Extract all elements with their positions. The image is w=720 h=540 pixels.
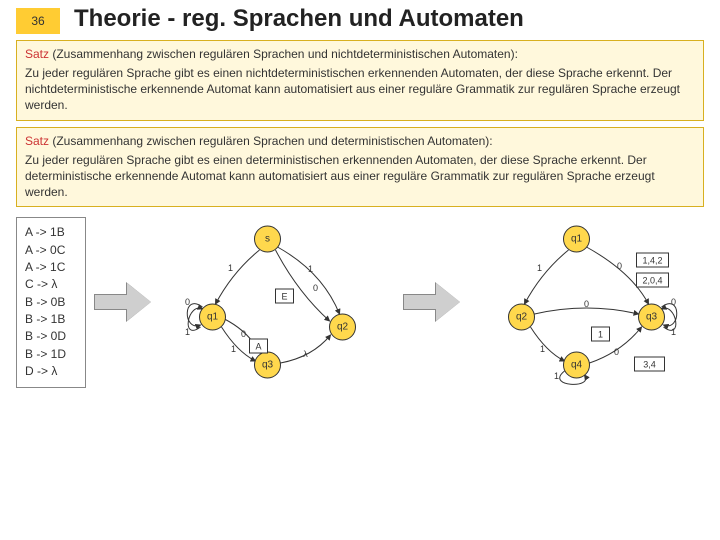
slide-title: Theorie - reg. Sprachen und Automaten (74, 5, 524, 33)
svg-text:0: 0 (313, 283, 318, 293)
svg-text:λ: λ (303, 349, 308, 359)
svg-text:1: 1 (598, 330, 603, 340)
slide-header: 36 Theorie - reg. Sprachen und Automaten (0, 0, 720, 34)
svg-text:1,4,2: 1,4,2 (642, 256, 662, 266)
svg-text:q3: q3 (262, 360, 274, 371)
theorem-1-heading: Satz (Zusammenhang zwischen regulären Sp… (25, 47, 695, 61)
svg-text:q4: q4 (571, 360, 583, 371)
theorem-1-label: Satz (25, 47, 49, 61)
svg-text:A: A (255, 342, 261, 352)
theorem-1-heading-rest: (Zusammenhang zwischen regulären Sprache… (49, 47, 518, 61)
svg-text:1: 1 (231, 344, 236, 354)
svg-text:1: 1 (671, 327, 676, 337)
svg-text:q3: q3 (646, 312, 658, 323)
theorem-2-heading: Satz (Zusammenhang zwischen regulären Sp… (25, 134, 695, 148)
svg-text:1: 1 (537, 263, 542, 273)
grammar-rule: D -> λ (25, 363, 77, 380)
grammar-rule: A -> 1C (25, 259, 77, 276)
diagram-row: A -> 1BA -> 0CA -> 1CC -> λB -> 0BB -> 1… (16, 217, 704, 388)
svg-text:s: s (265, 234, 270, 245)
svg-text:q2: q2 (516, 312, 528, 323)
grammar-rule: B -> 0D (25, 328, 77, 345)
svg-text:3,4: 3,4 (643, 360, 656, 370)
svg-text:0: 0 (671, 297, 676, 307)
svg-text:0: 0 (617, 261, 622, 271)
theorem-block-1: Satz (Zusammenhang zwischen regulären Sp… (16, 40, 704, 121)
arrow-right-icon (94, 283, 152, 321)
page-number-box: 36 (16, 8, 60, 34)
svg-text:2,0,4: 2,0,4 (642, 276, 662, 286)
theorem-2-heading-rest: (Zusammenhang zwischen regulären Sprache… (49, 134, 493, 148)
grammar-rules-box: A -> 1BA -> 0CA -> 1CC -> λB -> 0BB -> 1… (16, 217, 86, 388)
svg-text:1: 1 (308, 264, 313, 274)
grammar-rule: B -> 1D (25, 346, 77, 363)
svg-text:1: 1 (185, 327, 190, 337)
svg-text:1: 1 (540, 344, 545, 354)
grammar-rule: B -> 1B (25, 311, 77, 328)
svg-text:1: 1 (228, 263, 233, 273)
svg-text:1: 1 (554, 371, 559, 381)
grammar-rule: C -> λ (25, 276, 77, 293)
dfa-diagram: 1 0 0 1 0 0 1 1 q1 q2 q3 q4 1 1,4,2 3,4 2,0,4 (469, 217, 704, 387)
theorem-2-body: Zu jeder regulären Sprache gibt es einen… (25, 152, 695, 201)
theorem-block-2: Satz (Zusammenhang zwischen regulären Sp… (16, 127, 704, 208)
grammar-rule: B -> 0B (25, 294, 77, 311)
svg-text:q1: q1 (571, 234, 583, 245)
svg-text:q1: q1 (207, 312, 219, 323)
arrow-right-icon (403, 283, 461, 321)
svg-text:E: E (281, 292, 287, 302)
svg-text:0: 0 (241, 329, 246, 339)
svg-text:q2: q2 (337, 322, 349, 333)
svg-text:0: 0 (185, 297, 190, 307)
svg-text:0: 0 (584, 299, 589, 309)
grammar-rule: A -> 1B (25, 224, 77, 241)
svg-text:0: 0 (614, 347, 619, 357)
theorem-1-body: Zu jeder regulären Sprache gibt es einen… (25, 65, 695, 114)
nfa-diagram: 11010λ01sq1q2q3AE (160, 217, 395, 387)
grammar-rule: A -> 0C (25, 242, 77, 259)
theorem-2-label: Satz (25, 134, 49, 148)
page-number: 36 (31, 14, 44, 28)
